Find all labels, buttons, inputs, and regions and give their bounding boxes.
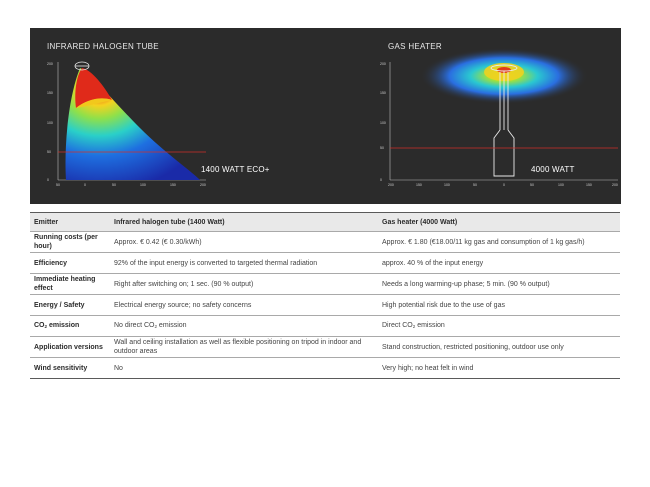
right-xtick: 50: [530, 183, 534, 187]
right-ytick: 150: [380, 91, 386, 95]
infrared-cell: Electrical energy source; no safety conc…: [110, 294, 378, 316]
gas-wattage-label: 4000 WATT: [531, 165, 575, 174]
row-label: Application versions: [30, 336, 110, 358]
left-xtick: 150: [170, 183, 176, 187]
right-xtick: 100: [444, 183, 450, 187]
row-label: Immediate heating effect: [30, 273, 110, 295]
gas-cell: Needs a long warming-up phase; 5 min. (9…: [378, 273, 620, 295]
table-row: CO2 emission No direct CO2 emission Dire…: [30, 315, 620, 337]
right-xtick: 150: [416, 183, 422, 187]
column-header-gas: Gas heater (4000 Watt): [378, 212, 620, 232]
right-ytick: 200: [380, 62, 386, 66]
row-label: CO2 emission: [30, 315, 110, 337]
right-xtick: 100: [558, 183, 564, 187]
cell-text: emission: [156, 322, 187, 329]
left-ytick: 0: [47, 178, 49, 182]
label-text: emission: [47, 322, 80, 329]
infrared-wattage-label: 1400 WATT ECO+: [201, 165, 270, 174]
subscript: 2: [412, 324, 416, 329]
subscript: 2: [44, 324, 48, 329]
table-header-row: Emitter Infrared halogen tube (1400 Watt…: [30, 212, 620, 232]
subscript: 2: [154, 324, 157, 329]
cell-text: No direct CO: [114, 322, 155, 329]
right-xtick: 150: [586, 183, 592, 187]
right-xtick: 50: [473, 183, 477, 187]
thermal-image-banner: INFRARED HALOGEN TUBE GAS HEATER: [30, 28, 621, 204]
row-label: Energy / Safety: [30, 294, 110, 316]
label-text: CO: [34, 322, 45, 329]
infrared-cell: No direct CO2 emission: [110, 315, 378, 337]
row-label: Wind sensitivity: [30, 357, 110, 379]
gas-heater-icon: [490, 64, 518, 177]
left-xtick: 50: [112, 183, 116, 187]
gas-cell: approx. 40 % of the input energy: [378, 252, 620, 274]
table-row: Running costs (per hour) Approx. € 0.42 …: [30, 231, 620, 253]
table-row: Immediate heating effect Right after swi…: [30, 273, 620, 295]
comparison-table: Emitter Infrared halogen tube (1400 Watt…: [30, 212, 620, 379]
infrared-cell: Wall and ceiling installation as well as…: [110, 336, 378, 358]
right-xtick: 200: [388, 183, 394, 187]
gas-panel-title: GAS HEATER: [388, 42, 442, 51]
table-row: Energy / Safety Electrical energy source…: [30, 294, 620, 316]
infrared-cell: No: [110, 357, 378, 379]
left-xtick: 0: [84, 183, 86, 187]
gas-cell: High potential risk due to the use of ga…: [378, 294, 620, 316]
left-ytick: 50: [47, 150, 51, 154]
left-xtick: 50: [56, 183, 60, 187]
right-ytick: 50: [380, 146, 384, 150]
left-xtick: 100: [140, 183, 146, 187]
gas-cell: Approx. € 1.80 (€18.00/11 kg gas and con…: [378, 231, 620, 253]
left-ytick: 100: [47, 121, 53, 125]
right-xtick: 0: [503, 183, 505, 187]
table-row: Wind sensitivity No Very high; no heat f…: [30, 357, 620, 379]
row-label: Running costs (per hour): [30, 231, 110, 253]
gas-cell: Direct CO2 emission: [378, 315, 620, 337]
cell-text: Direct CO: [382, 322, 413, 329]
infrared-thermal-plot: [57, 48, 618, 181]
row-label: Efficiency: [30, 252, 110, 274]
cell-text: emission: [415, 322, 445, 329]
infrared-cell: Right after switching on; 1 sec. (90 % o…: [110, 273, 378, 295]
gas-cell: Very high; no heat felt in wind: [378, 357, 620, 379]
left-hot-core: [75, 68, 112, 108]
infrared-cell: Approx. € 0.42 (€ 0.30/kWh): [110, 231, 378, 253]
right-xtick: 200: [612, 183, 618, 187]
column-header-emitter: Emitter: [30, 212, 110, 232]
infrared-panel-title: INFRARED HALOGEN TUBE: [47, 42, 159, 51]
table-row: Application versions Wall and ceiling in…: [30, 336, 620, 358]
right-ytick: 100: [380, 121, 386, 125]
left-ytick: 200: [47, 62, 53, 66]
column-header-infrared: Infrared halogen tube (1400 Watt): [110, 212, 378, 232]
left-ytick: 150: [47, 91, 53, 95]
infrared-cell: 92% of the input energy is converted to …: [110, 252, 378, 274]
gas-cell: Stand construction, restricted positioni…: [378, 336, 620, 358]
right-ytick: 0: [380, 178, 382, 182]
left-xtick: 200: [200, 183, 206, 187]
table-row: Efficiency 92% of the input energy is co…: [30, 252, 620, 274]
